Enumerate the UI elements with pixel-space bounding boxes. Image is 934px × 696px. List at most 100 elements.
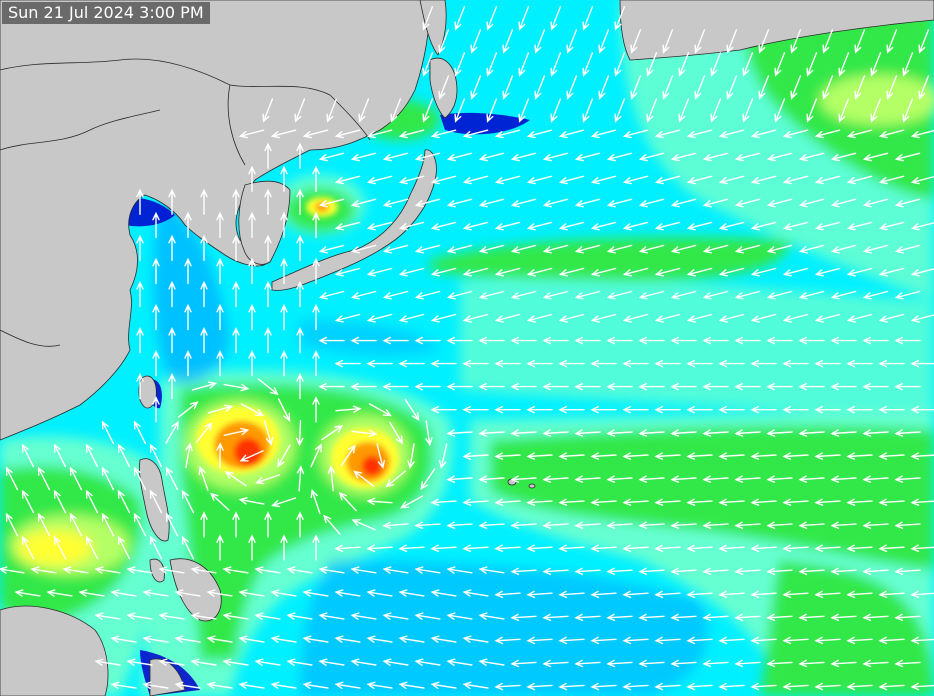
direction-arrow [638,659,665,668]
direction-arrow [622,544,649,552]
direction-arrow [654,636,681,645]
direction-arrow [216,257,224,285]
direction-arrow [670,475,697,483]
direction-arrow [351,519,376,531]
direction-arrow [782,498,809,506]
direction-arrow [542,521,569,529]
direction-arrow [814,590,841,599]
direction-arrow [238,589,265,597]
direction-arrow [334,681,361,689]
direction-arrow [462,405,489,414]
direction-arrow [798,429,825,437]
direction-arrow [766,244,793,254]
direction-arrow [534,75,546,100]
direction-arrow [414,290,441,300]
direction-arrow [446,336,473,345]
direction-arrow [494,682,521,691]
direction-arrow [110,635,137,643]
direction-arrow [350,290,377,300]
direction-arrow [270,589,297,597]
direction-arrow [550,98,562,123]
direction-arrow [630,75,642,100]
direction-arrow [277,444,291,468]
direction-arrow [240,403,265,417]
direction-arrow [318,566,345,574]
direction-arrow [280,303,288,331]
direction-arrow [574,429,601,437]
direction-arrow [478,290,505,300]
direction-arrow [216,534,224,561]
direction-arrow [382,382,409,391]
direction-arrow [878,267,905,277]
direction-arrow [590,129,617,139]
direction-arrow [846,267,873,277]
direction-arrow [726,29,738,54]
direction-arrow [878,313,905,323]
direction-arrow [526,175,553,185]
direction-arrow [734,244,761,254]
direction-arrow [894,336,921,345]
direction-arrow [830,290,857,300]
direction-arrow [750,498,777,506]
direction-arrow [654,590,681,599]
direction-arrow [558,590,585,599]
direction-arrow [382,566,409,574]
direction-arrow [382,658,409,666]
direction-arrow [510,521,537,529]
direction-arrow [638,152,665,162]
direction-arrow [398,589,425,597]
direction-arrow [606,198,633,208]
direction-arrow [814,129,841,139]
pacific-island [528,483,536,489]
direction-arrow [654,405,681,414]
sakhalin [419,0,447,56]
direction-arrow [152,257,160,285]
direction-arrow [782,636,809,645]
direction-arrow [270,635,297,643]
direction-arrow [430,221,457,231]
direction-arrow [782,590,809,599]
direction-arrow [446,244,473,254]
direction-arrow [686,267,713,277]
direction-arrow [558,405,585,414]
direction-arrow [264,420,274,446]
direction-arrow [910,636,934,645]
direction-arrow [558,175,585,185]
direction-arrow [910,544,934,552]
direction-arrow [878,544,905,552]
direction-arrow [53,535,67,560]
direction-arrow [878,682,905,691]
direction-arrow [782,359,809,368]
direction-arrow [264,326,272,354]
direction-arrow [462,452,489,460]
direction-arrow [462,359,489,368]
korea-peninsula [238,180,291,265]
direction-arrow [910,682,934,691]
direction-arrow [232,188,240,215]
direction-arrow [326,98,338,123]
direction-arrow [510,567,537,576]
direction-arrow [830,152,857,162]
direction-arrow [200,188,208,215]
direction-arrow [312,257,320,285]
direction-arrow [726,75,738,100]
direction-arrow [462,313,489,323]
direction-arrow [69,512,83,537]
direction-arrow [184,303,192,331]
direction-arrow [338,491,357,512]
direction-arrow [638,382,665,391]
direction-arrow [822,75,834,100]
direction-arrow [302,681,329,689]
direction-arrow [318,612,345,620]
direction-arrow [494,129,521,139]
direction-arrow [518,52,530,77]
direction-arrow [798,336,825,345]
direction-arrow [830,429,857,437]
direction-arrow [224,471,247,487]
direction-arrow [181,535,195,560]
direction-arrow [790,29,802,54]
direction-arrow [750,129,777,139]
direction-arrow [742,52,754,77]
direction-arrow [502,75,514,100]
